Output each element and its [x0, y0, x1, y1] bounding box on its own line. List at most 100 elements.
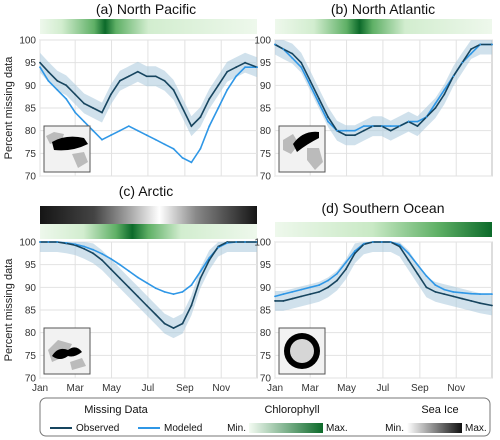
modeled-point: [83, 245, 86, 248]
modeled-point: [83, 120, 86, 123]
modeled-point: [226, 242, 229, 244]
y-tick-label: 70: [25, 374, 37, 385]
observed-point: [309, 79, 312, 82]
observed-point: [118, 277, 121, 280]
sea-ice-bar: [40, 206, 257, 224]
observed-point: [226, 70, 229, 73]
x-tick-label: Sep: [176, 383, 194, 394]
region-shape: [293, 131, 319, 152]
modeled-point: [336, 272, 338, 275]
legend-chl-max: Max.: [326, 423, 348, 434]
x-tick-label: Jan: [32, 383, 48, 394]
legend-sea-ice-colorbar: [407, 423, 462, 433]
inset-map-north-atlantic: [278, 125, 326, 173]
modeled-point: [389, 241, 392, 243]
modeled-point: [398, 125, 401, 128]
y-tick-label: 95: [25, 58, 37, 69]
x-tick-label: Sep: [411, 383, 429, 394]
observed-point: [145, 75, 148, 78]
modeled-point: [145, 281, 148, 284]
observed-point: [208, 98, 211, 100]
modeled-point: [371, 125, 374, 128]
modeled-point: [309, 286, 312, 289]
observed-point: [452, 295, 455, 298]
panel-arctic: (c) Arctic 70 75 80 85 90 95 100 Jan Mar May Jul Sep…: [3, 183, 258, 394]
observed-point: [327, 116, 329, 118]
modeled-point: [291, 57, 294, 60]
modeled-point: [127, 125, 130, 128]
observed-point: [163, 322, 166, 325]
modeled-point: [136, 129, 139, 132]
modeled-point: [461, 291, 464, 294]
modeled-point: [282, 48, 285, 50]
observed-point: [443, 93, 446, 96]
modeled-point: [208, 256, 211, 259]
observed-point: [362, 129, 365, 132]
observed-point: [461, 297, 464, 300]
modeled-point: [336, 129, 338, 132]
observed-point: [83, 247, 86, 250]
modeled-point: [380, 241, 383, 243]
modeled-point: [172, 293, 175, 296]
legend-ice-min: Min.: [385, 423, 404, 434]
modeled-point: [74, 243, 77, 246]
modeled-point: [92, 248, 94, 251]
legend-ice-max: Max.: [465, 423, 487, 434]
observed-point: [398, 245, 401, 248]
modeled-point: [291, 290, 294, 293]
modeled-point: [425, 116, 428, 118]
chlorophyll-bar: [40, 19, 257, 34]
modeled-point: [309, 84, 312, 87]
panel-title-southern-ocean: (d) Southern Ocean: [322, 200, 445, 216]
observed-point: [92, 252, 94, 255]
y-tick-label: 100: [254, 238, 271, 249]
modeled-point: [443, 88, 446, 91]
x-tick-label: Nov: [212, 383, 230, 394]
modeled-point: [470, 52, 473, 55]
observed-point: [336, 279, 338, 282]
modeled-point: [452, 290, 455, 293]
y-tick-label: 85: [260, 104, 272, 115]
modeled-point: [353, 250, 356, 252]
observed-point: [172, 327, 175, 330]
legend-chl-min: Min.: [227, 423, 246, 434]
land-shape: [307, 148, 323, 170]
modeled-point: [101, 138, 103, 141]
modeled-point: [300, 288, 303, 291]
modeled-point: [39, 66, 41, 69]
modeled-point: [118, 129, 121, 132]
legend-chlorophyll-colorbar: [249, 423, 323, 433]
legend-sea-ice-header: Sea Ice: [421, 404, 458, 416]
modeled-point: [110, 257, 112, 260]
modeled-point: [110, 134, 112, 137]
y-axis-label: Percent missing data: [3, 258, 15, 362]
y-tick-label: 100: [19, 36, 36, 47]
observed-point: [291, 52, 294, 55]
legend-box: [39, 397, 491, 437]
modeled-point: [461, 61, 464, 64]
modeled-point: [118, 263, 121, 266]
observed-point: [181, 107, 184, 109]
observed-point: [145, 304, 148, 307]
y-tick-label: 90: [25, 283, 37, 294]
y-tick-label: 90: [260, 81, 272, 92]
y-tick-label: 85: [25, 306, 37, 317]
modeled-point: [74, 111, 77, 114]
modeled-point: [479, 293, 481, 296]
modeled-point: [274, 43, 276, 46]
land-shape: [72, 152, 88, 168]
observed-uncertainty-band: [275, 242, 492, 316]
modeled-point: [362, 242, 365, 245]
modeled-point: [127, 270, 130, 272]
x-tick-label: May: [102, 383, 121, 394]
legend-modeled-label: Modeled: [164, 423, 202, 434]
modeled-point: [101, 252, 103, 255]
observed-point: [92, 107, 94, 109]
y-tick-label: 95: [260, 58, 272, 69]
observed-point: [208, 259, 211, 262]
y-tick-label: 80: [260, 328, 272, 339]
observed-point: [274, 300, 276, 302]
observed-point: [39, 61, 41, 64]
modeled-point: [434, 284, 437, 286]
panel-north-atlantic: (b) North Atlantic 70 75 80 85 90 95 100: [254, 1, 493, 183]
